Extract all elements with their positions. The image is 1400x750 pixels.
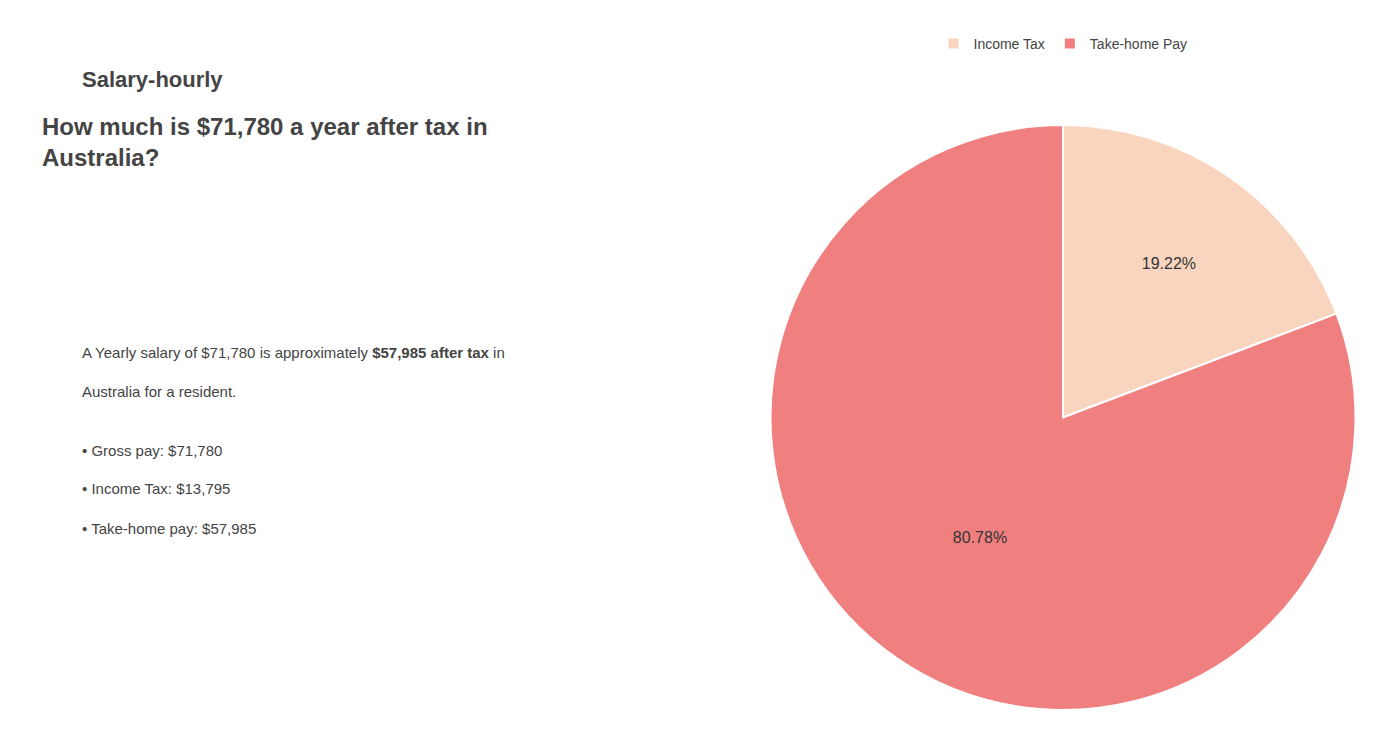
svg-text:• Gross pay: $71,780: • Gross pay: $71,780 bbox=[82, 442, 222, 459]
svg-text:• Income Tax: $13,795: • Income Tax: $13,795 bbox=[82, 480, 230, 497]
svg-text:80.78%: 80.78% bbox=[953, 529, 1007, 546]
svg-text:Take-home Pay: Take-home Pay bbox=[1090, 36, 1187, 52]
svg-text:A Yearly salary of $71,780 is: A Yearly salary of $71,780 is approximat… bbox=[82, 344, 505, 361]
svg-text:• Take-home pay: $57,985: • Take-home pay: $57,985 bbox=[82, 520, 256, 537]
svg-text:How much is $71,780 a year aft: How much is $71,780 a year after tax inA… bbox=[42, 113, 488, 171]
svg-text:Salary-hourly: Salary-hourly bbox=[82, 67, 223, 92]
svg-text:19.22%: 19.22% bbox=[1142, 255, 1196, 272]
svg-text:Australia for a resident.: Australia for a resident. bbox=[82, 383, 236, 400]
svg-text:Income Tax: Income Tax bbox=[974, 36, 1045, 52]
